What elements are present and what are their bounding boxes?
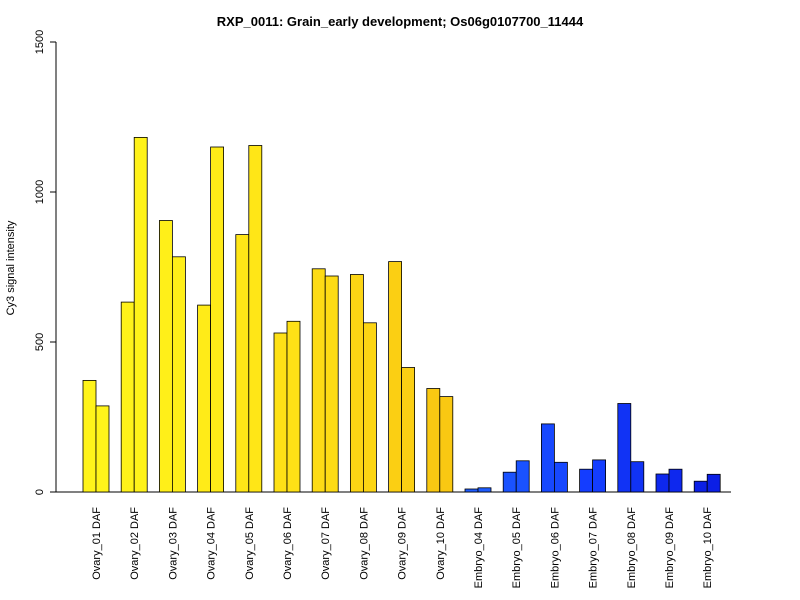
y-tick-label: 1000: [34, 180, 46, 204]
y-ticks: 0 500 1000 1500: [34, 30, 56, 495]
chart-title: RXP_0011: Grain_early development; Os06g…: [217, 14, 584, 29]
x-tick-label: Ovary_06 DAF: [282, 507, 294, 580]
x-tick-label: Ovary_05 DAF: [244, 507, 256, 580]
x-tick-label: Ovary_07 DAF: [320, 507, 332, 580]
bar-2: [477, 487, 492, 493]
bar-1: [617, 403, 632, 493]
bar-2: [362, 322, 377, 493]
bar-1: [158, 220, 173, 493]
bar-2: [592, 459, 606, 493]
bar-1: [273, 332, 288, 493]
bar-2: [554, 461, 568, 493]
bar-1: [502, 471, 517, 493]
bar-1: [235, 234, 250, 493]
bar-2: [286, 320, 301, 493]
bar-2: [668, 468, 683, 493]
x-tick-label: Ovary_02 DAF: [129, 507, 141, 580]
y-axis-label: Cy3 signal intensity: [5, 220, 17, 315]
bar-1: [120, 301, 135, 493]
x-tick-label: Embryo_05 DAF: [511, 507, 523, 589]
bar-1: [311, 268, 326, 493]
bars: [82, 136, 721, 493]
bar-2: [133, 136, 148, 493]
bar-2: [248, 145, 263, 493]
bar-1: [426, 388, 441, 493]
bar-1: [693, 480, 708, 493]
y-tick-label: 0: [34, 489, 46, 495]
x-tick-label: Ovary_03 DAF: [167, 507, 179, 580]
x-tick-label: Ovary_10 DAF: [435, 507, 447, 580]
bar-1: [82, 379, 97, 493]
x-tick-label: Ovary_09 DAF: [397, 507, 409, 580]
bar-1: [388, 261, 403, 493]
bar-1: [541, 423, 555, 493]
bar-1: [464, 488, 479, 493]
y-tick-label: 1500: [34, 30, 46, 54]
x-tick-label: Ovary_08 DAF: [358, 507, 370, 580]
bar-1: [197, 304, 212, 493]
x-tick-labels: Ovary_01 DAF Ovary_02 DAF Ovary_03 DAF Ovar…: [91, 507, 714, 589]
bar-2: [515, 460, 530, 493]
x-tick-label: Embryo_06 DAF: [549, 507, 561, 589]
x-tick-label: Embryo_10 DAF: [702, 507, 714, 589]
bar-2: [210, 146, 225, 493]
bar-1: [349, 274, 364, 493]
bar-2: [439, 396, 454, 493]
x-tick-label: Ovary_01 DAF: [91, 507, 103, 580]
x-tick-label: Embryo_07 DAF: [588, 507, 600, 589]
bar-2: [171, 256, 186, 493]
x-tick-label: Embryo_08 DAF: [626, 507, 638, 589]
bar-2: [706, 473, 721, 493]
bar-2: [630, 461, 645, 493]
bar-2: [95, 405, 110, 493]
x-tick-label: Embryo_04 DAF: [473, 507, 485, 589]
x-tick-label: Embryo_09 DAF: [664, 507, 676, 589]
x-tick-label: Ovary_04 DAF: [206, 507, 218, 580]
bar-2: [324, 275, 339, 493]
bar-2: [401, 367, 416, 493]
y-tick-label: 500: [34, 333, 46, 351]
bar-1: [579, 468, 593, 493]
bar-1: [655, 473, 670, 493]
